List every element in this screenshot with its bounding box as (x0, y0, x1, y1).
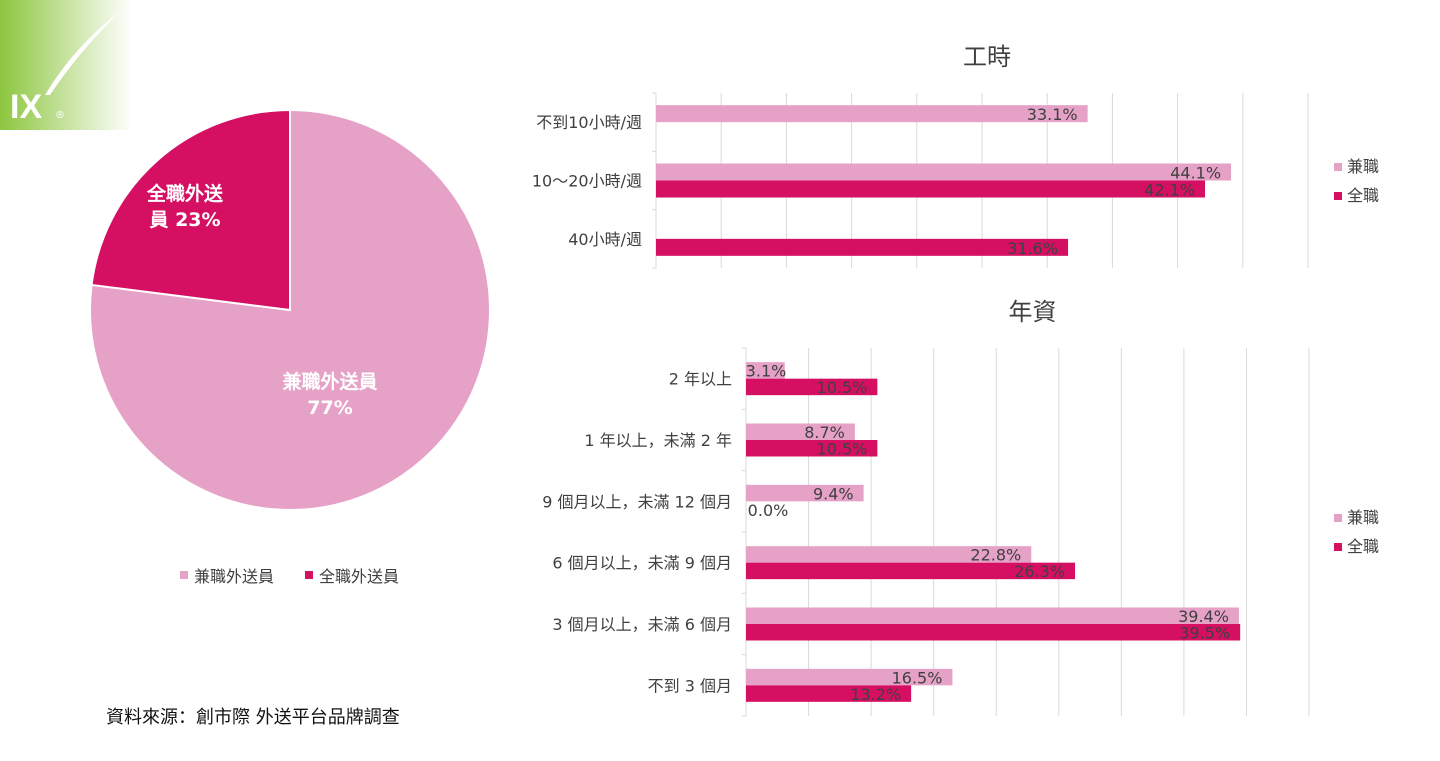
bar-full-time (746, 624, 1241, 641)
data-label: 16.5% (892, 668, 943, 687)
legend-label: 兼職 (1347, 508, 1379, 527)
chart-title: 年資 (1009, 298, 1057, 326)
pie-data-label: 全職外送 (146, 182, 224, 205)
legend-label: 全職外送員 (319, 567, 399, 586)
source-note: 資料來源：創市際 外送平台品牌調查 (106, 707, 400, 728)
data-label: 33.1% (1027, 105, 1078, 124)
bar-part-time (746, 484, 864, 502)
category-label: 6 個月以上，未滿 9 個月 (552, 554, 732, 573)
logo-text: IX (10, 88, 42, 126)
data-label: 31.6% (1007, 239, 1058, 258)
category-label: 2 年以上 (669, 370, 732, 389)
bar-part-time (656, 163, 1232, 181)
legend-swatch (1334, 192, 1342, 200)
pie-data-label: 員 23% (149, 209, 220, 231)
bar-part-time (746, 607, 1239, 624)
legend-label: 全職 (1347, 186, 1379, 205)
data-label: 44.1% (1170, 164, 1221, 183)
bar-part-time (656, 105, 1088, 123)
legend-swatch (305, 571, 313, 579)
legend-swatch (1334, 543, 1342, 551)
bar-part-time (746, 362, 785, 379)
data-label: 22.8% (970, 546, 1021, 565)
logo-mark: ® (55, 110, 65, 121)
category-label: 10～20小時/週 (532, 172, 642, 191)
data-label: 10.5% (817, 378, 868, 397)
category-label: 9 個月以上，未滿 12 個月 (542, 492, 732, 511)
bar-full-time (746, 685, 912, 702)
data-label: 42.1% (1144, 181, 1195, 200)
bar-part-time (746, 423, 855, 440)
data-label: 39.4% (1178, 607, 1229, 626)
category-label: 不到10小時/週 (536, 113, 642, 132)
bar-full-time (656, 238, 1069, 256)
legend-swatch (180, 571, 188, 579)
legend-label: 兼職外送員 (194, 567, 274, 586)
bar-full-time (746, 440, 878, 457)
data-label: 9.4% (813, 484, 854, 503)
bar-full-time (656, 180, 1205, 198)
data-label: 13.2% (850, 685, 901, 704)
category-label: 40小時/週 (568, 230, 642, 249)
bar-full-time (746, 378, 878, 396)
category-label: 3 個月以上，未滿 6 個月 (552, 615, 732, 634)
data-label: 8.7% (804, 423, 845, 442)
category-label: 1 年以上，未滿 2 年 (584, 431, 732, 450)
seniority-chart: 年資2 年以上 3.1%10.5%1 年以上，未滿 2 年 8.7%10.5%9 個… (542, 298, 1379, 717)
legend-label: 兼職 (1347, 157, 1379, 176)
data-label: 3.1% (746, 362, 787, 381)
legend-swatch (1334, 514, 1342, 522)
bar-full-time (746, 562, 1076, 580)
legend-swatch (1334, 163, 1342, 171)
data-label: 39.5% (1179, 624, 1230, 643)
chart-title: 工時 (963, 43, 1011, 71)
data-label: 0.0% (748, 501, 789, 520)
data-label: 26.3% (1014, 562, 1065, 581)
pie-data-label: 兼職外送員 (282, 370, 377, 393)
ix-logo: IX ® (0, 0, 132, 130)
category-label: 不到 3 個月 (648, 676, 732, 695)
pie-slice-full-time (90, 108, 291, 312)
bar-part-time (746, 546, 1032, 563)
pie-data-label: 77% (307, 397, 352, 419)
data-label: 10.5% (817, 440, 868, 459)
bar-part-time (746, 668, 953, 686)
legend-label: 全職 (1347, 537, 1379, 556)
